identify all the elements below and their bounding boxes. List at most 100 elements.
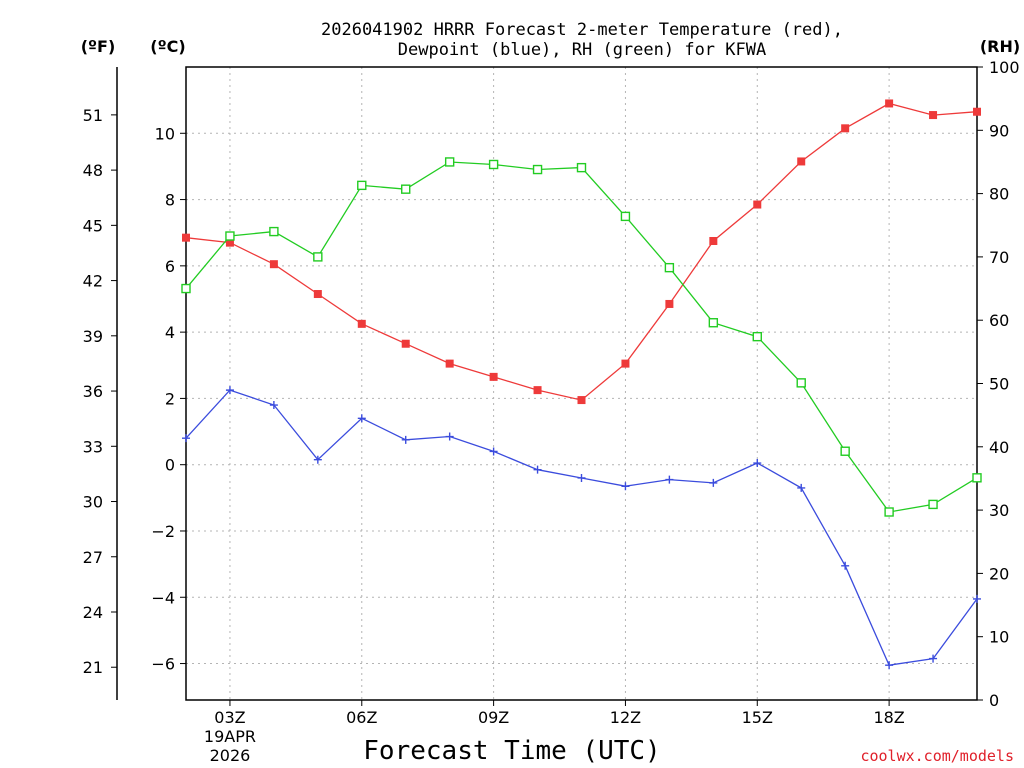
data-point xyxy=(973,594,981,603)
data-series xyxy=(181,99,982,670)
chart-title-line-1: 2026041902 HRRR Forecast 2-meter Tempera… xyxy=(321,20,843,40)
data-point xyxy=(929,654,938,663)
celsius-unit-label: (ºC) xyxy=(150,37,185,56)
data-point xyxy=(972,473,982,483)
data-point xyxy=(665,475,674,484)
data-point xyxy=(797,483,806,492)
data-point xyxy=(489,447,498,456)
series-relative-humidity xyxy=(181,157,982,517)
data-point xyxy=(182,233,190,242)
fahrenheit-tick-label: 27 xyxy=(83,548,103,567)
data-point xyxy=(445,432,454,441)
series-2-meter-temperature xyxy=(182,99,981,405)
celsius-tick-label: 10 xyxy=(155,124,175,143)
fahrenheit-tick-label: 30 xyxy=(83,493,103,512)
data-point xyxy=(401,339,410,348)
x-tick-label: 06Z xyxy=(346,708,377,727)
series-dewpoint xyxy=(182,386,981,670)
rh-tick-label: 100 xyxy=(989,58,1020,77)
data-point xyxy=(621,359,630,368)
chart-title-line-2: Dewpoint (blue), RH (green) for KFWA xyxy=(398,40,766,60)
fahrenheit-tick-label: 33 xyxy=(83,437,103,456)
data-point xyxy=(445,359,454,368)
fahrenheit-tick-label: 42 xyxy=(83,272,103,291)
data-point xyxy=(709,478,718,487)
data-point xyxy=(313,455,322,464)
fahrenheit-tick-label: 36 xyxy=(83,382,103,401)
data-point xyxy=(269,401,278,410)
data-point xyxy=(884,507,894,517)
celsius-tick-label: 2 xyxy=(165,389,175,408)
rh-tick-label: 20 xyxy=(989,564,1009,583)
x-tick-year-label: 2026 xyxy=(210,746,251,765)
fahrenheit-tick-label: 24 xyxy=(83,603,103,622)
data-point xyxy=(929,111,938,120)
data-point xyxy=(533,465,542,474)
series-line xyxy=(185,102,978,401)
grid-lines xyxy=(186,67,977,700)
data-point xyxy=(313,290,322,299)
data-point xyxy=(576,162,587,173)
data-point xyxy=(269,260,278,269)
rh-unit-label: (RH) xyxy=(980,37,1020,56)
data-point xyxy=(621,482,630,491)
rh-tick-label: 70 xyxy=(989,248,1009,267)
data-point xyxy=(796,378,806,388)
rh-tick-label: 30 xyxy=(989,501,1009,520)
data-point xyxy=(928,499,938,510)
x-axis-label: Forecast Time (UTC) xyxy=(363,736,660,766)
data-point xyxy=(182,434,190,443)
data-point xyxy=(708,318,719,328)
rh-tick-label: 80 xyxy=(989,185,1009,204)
x-tick-date-label: 19APR xyxy=(204,727,256,746)
credit-watermark: coolwx.com/models xyxy=(860,747,1014,765)
rh-tick-label: 50 xyxy=(989,375,1009,394)
x-tick-label: 15Z xyxy=(742,708,773,727)
fahrenheit-unit-label: (ºF) xyxy=(81,37,116,56)
data-point xyxy=(973,107,981,116)
x-tick-label: 09Z xyxy=(478,708,509,727)
data-point xyxy=(225,238,234,247)
fahrenheit-tick-label: 51 xyxy=(83,106,103,125)
data-point xyxy=(401,184,411,194)
data-point xyxy=(357,180,367,191)
celsius-tick-label: −4 xyxy=(151,588,175,607)
rh-tick-label: 90 xyxy=(989,121,1009,140)
data-point xyxy=(620,211,631,222)
data-point xyxy=(752,331,762,342)
data-point xyxy=(841,124,850,133)
data-point xyxy=(885,661,894,670)
data-point xyxy=(840,446,850,456)
series-line xyxy=(185,161,978,513)
rh-tick-label: 60 xyxy=(989,311,1009,330)
rh-tick-label: 0 xyxy=(989,691,999,710)
data-point xyxy=(885,99,894,108)
fahrenheit-tick-label: 21 xyxy=(83,658,103,677)
data-point xyxy=(488,159,499,170)
x-tick-label: 03Z xyxy=(214,708,245,727)
data-point xyxy=(709,236,718,245)
data-point xyxy=(577,396,586,405)
data-point xyxy=(665,299,674,308)
axes: 2124273033363942454851−6−4−2024681001020… xyxy=(83,58,1020,765)
data-point xyxy=(577,473,586,482)
data-point xyxy=(225,386,234,395)
data-point xyxy=(841,561,850,570)
celsius-tick-label: 8 xyxy=(165,191,175,210)
fahrenheit-tick-label: 45 xyxy=(83,216,103,235)
data-point xyxy=(357,319,366,328)
plot-frame xyxy=(185,66,978,701)
data-point xyxy=(664,262,675,273)
data-point xyxy=(357,414,366,423)
celsius-tick-label: −6 xyxy=(151,655,175,674)
data-point xyxy=(753,459,762,468)
rh-tick-label: 10 xyxy=(989,628,1009,647)
data-point xyxy=(313,252,323,262)
rh-tick-label: 40 xyxy=(989,438,1009,457)
data-point xyxy=(181,283,191,294)
data-point xyxy=(532,164,543,175)
series-line xyxy=(185,389,978,666)
celsius-tick-label: 0 xyxy=(165,456,175,475)
celsius-tick-label: −2 xyxy=(151,522,175,541)
data-point xyxy=(753,200,762,209)
